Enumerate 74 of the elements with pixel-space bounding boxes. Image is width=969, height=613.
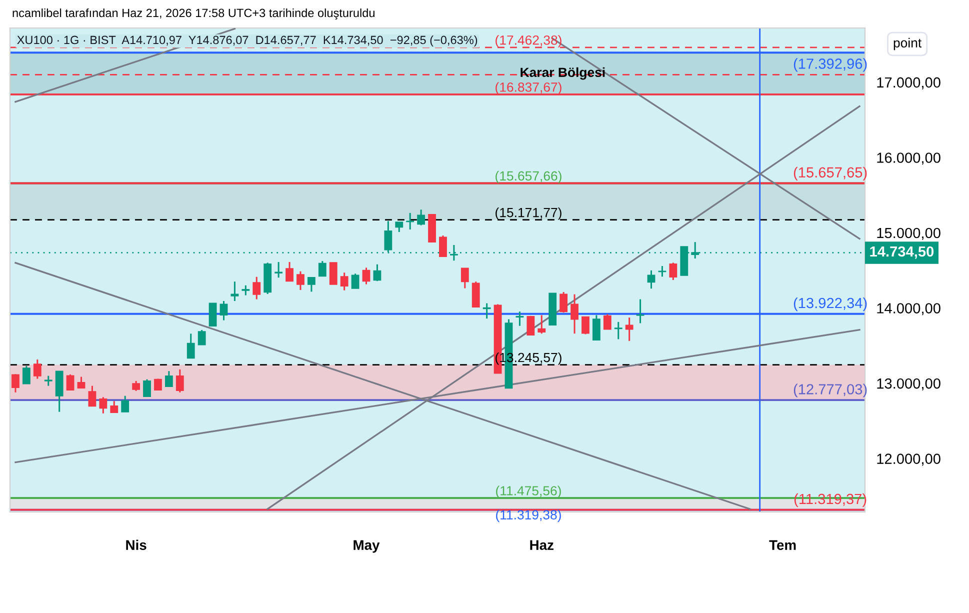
candlestick — [110, 400, 118, 414]
candlestick — [658, 265, 666, 278]
candlestick — [208, 302, 217, 326]
candlestick — [132, 380, 140, 392]
candlestick — [647, 270, 656, 290]
candlestick — [482, 302, 491, 320]
candlestick — [592, 314, 600, 341]
candlestick — [164, 370, 173, 388]
candlestick — [460, 268, 469, 290]
candlestick — [22, 365, 30, 384]
candlestick — [417, 208, 426, 226]
y-tick-label: 17.000,00 — [877, 77, 940, 90]
candlestick — [99, 396, 108, 414]
candlestick — [307, 276, 316, 292]
x-tick-label: Haz — [530, 540, 554, 550]
candlestick — [669, 262, 678, 281]
candlestick — [373, 264, 382, 282]
candlestick — [44, 375, 52, 387]
candlestick — [252, 276, 261, 300]
candlestick — [33, 358, 42, 380]
candlestick — [526, 315, 535, 336]
candlestick — [560, 291, 568, 314]
candlestick — [538, 314, 546, 334]
annotation: XU100 · 1G · BIST A14.710,97 Y14.876,07 D14.657,77 K14.734,50 −92,85 (−0,63%) — [17, 36, 478, 46]
y-tick-label: 15.000,00 — [877, 228, 940, 240]
x-tick-label: Tem — [769, 540, 796, 550]
candlestick — [603, 313, 612, 330]
candlestick — [329, 262, 338, 285]
y-tick-label: 12.000,00 — [877, 454, 940, 466]
candlestick — [625, 316, 634, 342]
ref-line-label: (11.475,56) — [496, 486, 561, 498]
y-tick-label: 14.000,00 — [877, 303, 940, 316]
candlestick — [439, 234, 447, 258]
text: ncamlibel tarafından Haz 21, 2026 17:58 UTC+3 tarihinde oluşturuldu — [12, 8, 374, 20]
candlestick — [582, 316, 590, 335]
candlestick — [516, 310, 524, 327]
candlestick — [220, 300, 228, 322]
candlestick — [230, 280, 239, 302]
candlestick — [77, 376, 86, 389]
candlestick — [362, 266, 370, 286]
candlestick — [186, 332, 195, 359]
candlestick — [472, 280, 480, 308]
ref-line-label: (15.657,65) — [794, 166, 867, 180]
candlestick — [614, 321, 622, 340]
candlestick — [395, 221, 404, 233]
x-tick-label: May — [354, 540, 380, 553]
ref-line-label: (15.171,77) — [496, 208, 562, 220]
ref-line-label: (15.657,66) — [496, 170, 562, 184]
candlestick — [242, 284, 250, 296]
candlestick — [66, 374, 74, 392]
candlestick — [340, 272, 348, 292]
candlestick — [286, 261, 294, 282]
candlestick — [121, 395, 130, 413]
candlestick — [12, 373, 20, 394]
candlestick — [274, 261, 283, 278]
ref-line-label: (11.319,38) — [496, 510, 561, 522]
candlestick — [318, 260, 326, 277]
candlestick — [570, 294, 578, 334]
candlestick — [351, 272, 360, 290]
candlestick — [296, 270, 304, 291]
text: point — [894, 38, 922, 50]
ref-line-label: (12.777,03) — [794, 384, 867, 398]
ref-line-label: (13.922,34) — [794, 297, 867, 312]
candlestick — [406, 212, 414, 230]
ref-line-label: 14.734,50 — [870, 246, 934, 259]
y-tick-label: 13.000,00 — [877, 378, 940, 390]
x-tick-label: Nis — [126, 540, 146, 550]
candlestick — [198, 329, 206, 346]
candlestick — [636, 298, 644, 324]
candlestick — [176, 368, 184, 394]
candlestick — [88, 385, 96, 407]
y-tick-label: 16.000,00 — [877, 152, 940, 165]
candlestick — [143, 378, 151, 398]
ref-line-label: (16.837,67) — [496, 82, 562, 94]
